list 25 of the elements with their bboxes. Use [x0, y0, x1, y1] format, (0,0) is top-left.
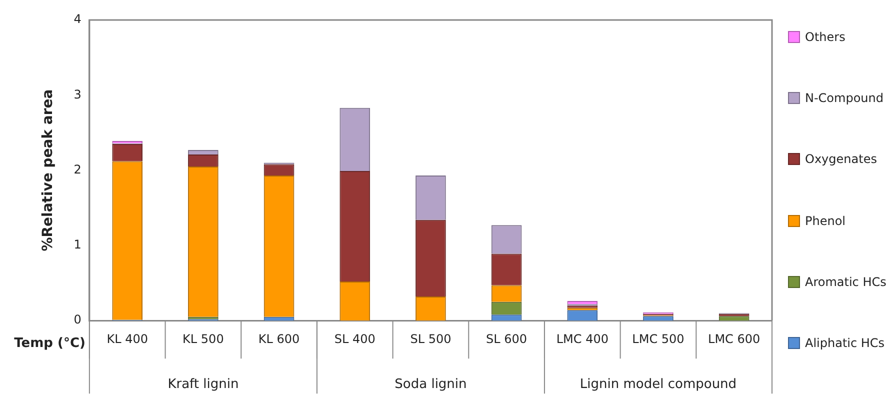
x-tick-label: KL 400 — [106, 332, 148, 346]
x-tick-label: KL 500 — [182, 332, 224, 346]
x-tick-label: LMC 500 — [632, 332, 684, 346]
legend-label: N-Compound — [804, 91, 885, 106]
legend-label: Aliphatic HCs — [804, 336, 886, 350]
y-tick-label: 1 — [74, 238, 82, 252]
legend-label: Others — [804, 30, 846, 44]
x-tick-label: LMC 600 — [708, 332, 760, 346]
x-tick-label: LMC 400 — [556, 332, 608, 346]
x-axis-title: Temp (°C) — [14, 336, 86, 351]
legend-label: Phenol — [804, 214, 847, 228]
y-tick-label: 0 — [74, 312, 82, 327]
y-tick-label: 2 — [74, 162, 82, 176]
y-tick-label: 4 — [74, 12, 82, 26]
text: Soda lignin — [394, 376, 467, 392]
y-tick-label: 3 — [74, 87, 82, 102]
x-tick-label: SL 500 — [410, 332, 452, 346]
x-tick-label: SL 400 — [334, 332, 376, 346]
legend-label: Oxygenates — [804, 152, 878, 166]
x-tick-label: KL 600 — [258, 332, 300, 346]
text: Kraft lignin — [168, 376, 239, 392]
x-tick-label: SL 600 — [486, 332, 528, 346]
text: Lignin model compound — [580, 376, 737, 392]
y-axis-title: %Relative peak area — [40, 89, 56, 252]
legend-label: Aromatic HCs — [804, 274, 886, 289]
